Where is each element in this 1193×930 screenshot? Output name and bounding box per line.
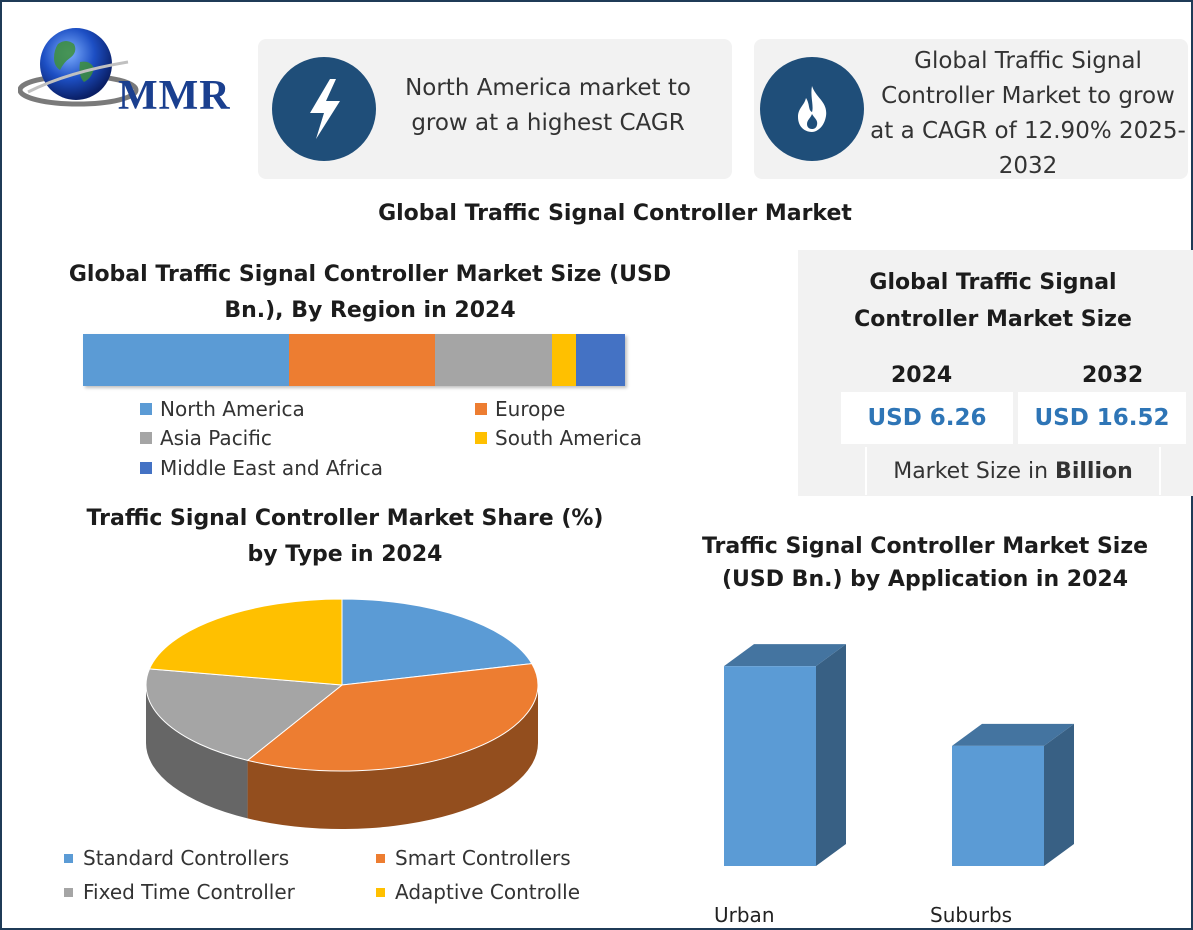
legend-north-america: North America bbox=[140, 397, 305, 421]
application-chart-title: Traffic Signal Controller Market Size (U… bbox=[701, 534, 1149, 592]
highlight-card-cagr: Global Traffic Signal Controller Market … bbox=[754, 39, 1188, 179]
year-2024-label: 2024 bbox=[891, 363, 953, 388]
value-2024: USD 6.26 bbox=[841, 392, 1013, 444]
value-2032: USD 16.52 bbox=[1018, 392, 1186, 444]
highlight-card-region: North America market to grow at a highes… bbox=[258, 39, 732, 179]
year-2032-label: 2032 bbox=[1082, 363, 1144, 388]
legend-swatch bbox=[475, 432, 487, 444]
legend-south-america: South America bbox=[475, 426, 642, 450]
bar-side-urban bbox=[816, 644, 846, 866]
highlight-text-cagr: Global Traffic Signal Controller Market … bbox=[870, 48, 1186, 179]
bar-segment-south-america bbox=[551, 334, 577, 386]
pie-side-smart-controllers bbox=[247, 685, 538, 829]
globe-icon bbox=[18, 28, 139, 107]
region-stacked-bar bbox=[83, 334, 625, 386]
legend-swatch bbox=[140, 462, 152, 474]
category-label-suburbs: Suburbs bbox=[930, 903, 1013, 927]
market-size-title: Global Traffic Signal Controller Market … bbox=[854, 270, 1132, 332]
pie-slice-smart-controllers bbox=[246, 663, 539, 772]
bar-urban bbox=[724, 666, 816, 866]
type-chart-title: Traffic Signal Controller Market Share (… bbox=[86, 506, 604, 567]
highlight-text-region: North America market to grow at a highes… bbox=[405, 75, 691, 136]
bar-segment-asia-pacific bbox=[435, 334, 552, 386]
legend-swatch bbox=[64, 887, 73, 897]
main-title: Global Traffic Signal Controller Market bbox=[378, 201, 852, 226]
region-chart-title: Global Traffic Signal Controller Market … bbox=[68, 262, 672, 323]
bar-top-urban bbox=[724, 644, 846, 667]
market-size-unit: Market Size in Billion bbox=[865, 447, 1161, 495]
pie-side-fixed-time-controller bbox=[146, 685, 248, 819]
flame-icon bbox=[798, 86, 827, 132]
legend-smart-controllers: Smart Controllers bbox=[376, 846, 571, 870]
logo-text: MMR bbox=[118, 73, 231, 119]
application-bar-chart bbox=[724, 644, 1074, 866]
legend-europe: Europe bbox=[475, 397, 565, 421]
legend-middle-east-africa: Middle East and Africa bbox=[140, 456, 383, 480]
pie-slice-adaptive-controlle bbox=[148, 598, 343, 686]
legend-adaptive-controller: Adaptive Controlle bbox=[376, 880, 580, 904]
bar-segment-middle-east-and-africa bbox=[576, 334, 625, 386]
flame-icon-badge bbox=[760, 57, 864, 161]
legend-swatch bbox=[376, 887, 385, 897]
legend-fixed-time-controller: Fixed Time Controller bbox=[64, 880, 295, 904]
bar-suburbs bbox=[952, 745, 1044, 866]
bar-segment-north-america bbox=[83, 334, 289, 386]
type-pie-chart bbox=[145, 598, 539, 829]
bar-top-suburbs bbox=[952, 723, 1074, 746]
bar-side-suburbs bbox=[1044, 723, 1074, 866]
legend-swatch bbox=[140, 432, 152, 444]
bar-segment-europe bbox=[288, 334, 436, 386]
mmr-logo: MMR bbox=[18, 22, 248, 122]
lightning-icon-badge bbox=[272, 57, 376, 161]
pie-slice-fixed-time-controller bbox=[145, 668, 344, 761]
legend-swatch bbox=[64, 853, 73, 863]
lightning-icon bbox=[310, 79, 340, 139]
category-label-urban: Urban bbox=[714, 903, 775, 927]
legend-standard-controllers: Standard Controllers bbox=[64, 846, 289, 870]
legend-swatch bbox=[475, 403, 487, 415]
legend-swatch bbox=[140, 403, 152, 415]
legend-swatch bbox=[376, 853, 385, 863]
pie-slice-standard-controllers bbox=[341, 598, 533, 686]
legend-asia-pacific: Asia Pacific bbox=[140, 426, 272, 450]
